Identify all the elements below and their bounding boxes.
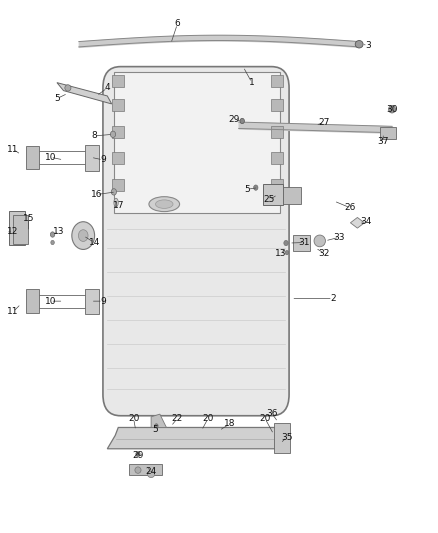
- Text: 6: 6: [174, 20, 180, 28]
- Ellipse shape: [355, 41, 363, 48]
- Text: 24: 24: [145, 467, 157, 476]
- Bar: [112, 126, 124, 138]
- Text: 26: 26: [345, 204, 356, 212]
- Text: 13: 13: [53, 228, 65, 236]
- Ellipse shape: [65, 85, 71, 91]
- Text: 5: 5: [152, 425, 159, 433]
- Text: 29: 29: [132, 451, 144, 460]
- Text: 31: 31: [299, 238, 310, 247]
- Ellipse shape: [155, 424, 158, 428]
- Bar: [112, 99, 124, 111]
- Text: 2: 2: [330, 294, 336, 303]
- Text: 4: 4: [105, 84, 110, 92]
- Text: 29: 29: [229, 116, 240, 124]
- Ellipse shape: [149, 197, 180, 212]
- Polygon shape: [107, 427, 287, 449]
- Polygon shape: [350, 217, 364, 228]
- Bar: [85, 145, 99, 171]
- Text: 20: 20: [202, 414, 214, 423]
- Ellipse shape: [155, 200, 173, 208]
- Text: 10: 10: [45, 297, 56, 305]
- Text: 11: 11: [7, 145, 19, 154]
- Text: 34: 34: [360, 217, 371, 225]
- FancyBboxPatch shape: [103, 67, 289, 416]
- Text: 8: 8: [91, 132, 97, 140]
- Ellipse shape: [314, 235, 325, 247]
- Text: 5: 5: [244, 185, 251, 193]
- Text: 10: 10: [45, 153, 56, 161]
- Bar: [380, 127, 396, 139]
- Bar: [85, 289, 99, 314]
- Ellipse shape: [254, 185, 258, 190]
- Bar: [271, 152, 283, 164]
- Text: 32: 32: [318, 249, 330, 257]
- Bar: [13, 215, 28, 244]
- Bar: [9, 211, 25, 245]
- Ellipse shape: [148, 471, 155, 478]
- Text: 1: 1: [249, 78, 255, 87]
- Text: 15: 15: [23, 214, 34, 223]
- Text: 35: 35: [281, 433, 293, 441]
- Text: 9: 9: [100, 297, 106, 305]
- Text: 37: 37: [378, 137, 389, 146]
- Text: 3: 3: [365, 41, 371, 50]
- Text: 14: 14: [88, 238, 100, 247]
- Ellipse shape: [110, 131, 116, 138]
- Text: 30: 30: [386, 105, 398, 114]
- Ellipse shape: [284, 240, 288, 246]
- Ellipse shape: [135, 467, 141, 473]
- Text: 20: 20: [259, 414, 271, 423]
- Text: 16: 16: [91, 190, 102, 199]
- Text: 13: 13: [275, 249, 286, 257]
- Ellipse shape: [114, 198, 118, 207]
- Text: 17: 17: [113, 201, 124, 209]
- Bar: [26, 289, 39, 313]
- Text: 27: 27: [318, 118, 330, 127]
- Text: 20: 20: [128, 414, 139, 423]
- Ellipse shape: [50, 232, 55, 237]
- Bar: [283, 187, 301, 204]
- Polygon shape: [129, 464, 162, 475]
- Bar: [263, 184, 283, 205]
- Bar: [274, 423, 290, 453]
- Bar: [271, 126, 283, 138]
- Ellipse shape: [78, 230, 88, 241]
- Bar: [112, 179, 124, 191]
- Bar: [271, 75, 283, 87]
- Text: 5: 5: [54, 94, 60, 103]
- Text: 36: 36: [266, 409, 277, 417]
- Bar: [26, 146, 39, 169]
- Text: 9: 9: [100, 156, 106, 164]
- Bar: [271, 179, 283, 191]
- Bar: [112, 75, 124, 87]
- Ellipse shape: [51, 240, 54, 245]
- Text: 11: 11: [7, 308, 19, 316]
- Bar: [271, 99, 283, 111]
- Ellipse shape: [136, 451, 140, 457]
- Ellipse shape: [240, 118, 244, 124]
- Ellipse shape: [72, 222, 95, 249]
- Polygon shape: [57, 83, 112, 104]
- Text: 33: 33: [334, 233, 345, 241]
- Bar: [112, 152, 124, 164]
- Ellipse shape: [285, 251, 289, 255]
- Text: 18: 18: [224, 419, 236, 428]
- Ellipse shape: [389, 106, 396, 113]
- Bar: [293, 235, 310, 251]
- Polygon shape: [114, 72, 280, 213]
- Polygon shape: [151, 414, 166, 427]
- Text: 12: 12: [7, 228, 19, 236]
- Ellipse shape: [111, 189, 117, 195]
- Text: 22: 22: [172, 414, 183, 423]
- Text: 25: 25: [264, 196, 275, 204]
